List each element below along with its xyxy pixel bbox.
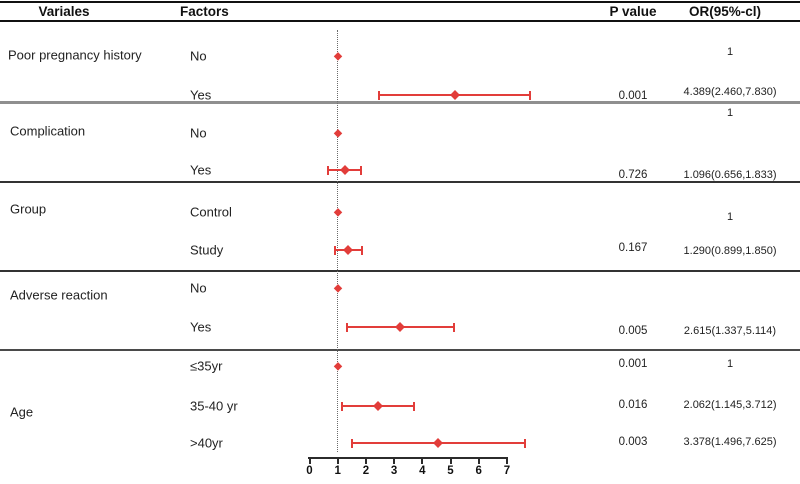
ci-cap-left bbox=[326, 165, 329, 175]
factor-label: Yes bbox=[190, 319, 212, 335]
axis-tick bbox=[449, 458, 452, 464]
diamond-marker bbox=[449, 90, 460, 100]
ci-cap-right bbox=[360, 165, 363, 175]
factor-label: ≤35yr bbox=[190, 358, 223, 374]
ci-cap-right bbox=[523, 438, 526, 448]
diamond-marker bbox=[395, 322, 406, 332]
p-value: 0.003 bbox=[618, 436, 648, 448]
or-value: 1 bbox=[726, 211, 734, 223]
factor-label: >40yr bbox=[190, 435, 223, 451]
variable-label: Age bbox=[10, 404, 34, 420]
column-header-variables: Variales bbox=[38, 4, 90, 19]
axis-tick-label: 2 bbox=[362, 465, 370, 477]
header-underline bbox=[0, 20, 800, 22]
factor-label: Control bbox=[190, 204, 232, 220]
ci-cap-right bbox=[529, 90, 532, 100]
reference-diamond bbox=[333, 362, 342, 370]
or-value: 3.378(1.496,7.625) bbox=[683, 436, 777, 448]
or-value: 1 bbox=[726, 46, 734, 58]
p-value: 0.167 bbox=[618, 242, 648, 254]
or-value: 1 bbox=[726, 358, 734, 370]
or-value: 2.062(1.145,3.712) bbox=[683, 399, 777, 411]
ci-cap-right bbox=[452, 322, 455, 332]
ci-cap-left bbox=[333, 245, 336, 255]
p-value: 0.005 bbox=[618, 325, 648, 337]
p-value: 0.001 bbox=[618, 90, 648, 102]
axis-tick bbox=[308, 458, 311, 464]
factor-label: No bbox=[190, 48, 207, 64]
ci-cap-right bbox=[413, 401, 416, 411]
axis-tick bbox=[421, 458, 424, 464]
factor-label: No bbox=[190, 125, 207, 141]
section-separator bbox=[0, 181, 800, 183]
ci-cap-left bbox=[340, 401, 343, 411]
reference-diamond bbox=[333, 284, 342, 292]
or-value: 4.389(2.460,7.830) bbox=[683, 86, 777, 98]
variable-label: Group bbox=[10, 201, 47, 217]
axis-tick bbox=[477, 458, 480, 464]
or-value: 2.615(1.337,5.114) bbox=[683, 325, 777, 337]
factor-label: Study bbox=[190, 242, 224, 258]
axis-tick-label: 0 bbox=[306, 465, 313, 477]
diamond-marker bbox=[339, 165, 350, 175]
p-value: 0.001 bbox=[618, 358, 648, 370]
factor-label: No bbox=[190, 280, 207, 296]
reference-diamond bbox=[333, 129, 342, 137]
ci-cap-left bbox=[377, 90, 380, 100]
diamond-marker bbox=[343, 245, 354, 255]
column-header-factors: Factors bbox=[180, 4, 229, 19]
diamond-marker bbox=[373, 401, 383, 411]
column-header-p-value: P value bbox=[609, 4, 657, 19]
or-value: 1 bbox=[726, 107, 734, 119]
axis-tick bbox=[505, 458, 508, 464]
x-axis-line bbox=[308, 457, 509, 459]
top-border-line bbox=[0, 1, 800, 3]
axis-tick-label: 1 bbox=[334, 465, 341, 477]
axis-tick-label: 5 bbox=[447, 465, 454, 477]
ci-cap-left bbox=[346, 322, 349, 332]
factor-label: Yes bbox=[190, 162, 212, 178]
variable-label: Poor pregnancy history bbox=[8, 47, 142, 63]
diamond-marker bbox=[433, 438, 444, 448]
axis-tick bbox=[393, 458, 396, 464]
factor-label: 35-40 yr bbox=[190, 398, 238, 414]
reference-diamond bbox=[333, 52, 342, 60]
reference-diamond bbox=[333, 208, 342, 216]
section-separator bbox=[0, 270, 800, 272]
ci-cap-right bbox=[360, 245, 363, 255]
section-separator bbox=[0, 349, 800, 351]
axis-tick bbox=[364, 458, 367, 464]
or-value: 1.096(0.656,1.833) bbox=[683, 169, 777, 181]
section-separator bbox=[0, 101, 800, 104]
column-header-or-ci: OR(95%-cl) bbox=[688, 4, 761, 19]
factor-label: Yes bbox=[190, 87, 212, 103]
or-value: 1.290(0.899,1.850) bbox=[683, 245, 777, 257]
axis-tick-label: 3 bbox=[390, 465, 398, 477]
axis-tick-label: 7 bbox=[503, 465, 511, 477]
axis-tick-label: 6 bbox=[475, 465, 482, 477]
p-value: 0.016 bbox=[618, 399, 648, 411]
p-value: 0.726 bbox=[618, 169, 648, 181]
axis-tick bbox=[336, 458, 339, 464]
reference-line bbox=[337, 30, 338, 452]
variable-label: Complication bbox=[10, 123, 86, 139]
variable-label: Adverse reaction bbox=[10, 287, 108, 303]
axis-tick-label: 4 bbox=[419, 465, 426, 477]
ci-cap-left bbox=[350, 438, 353, 448]
